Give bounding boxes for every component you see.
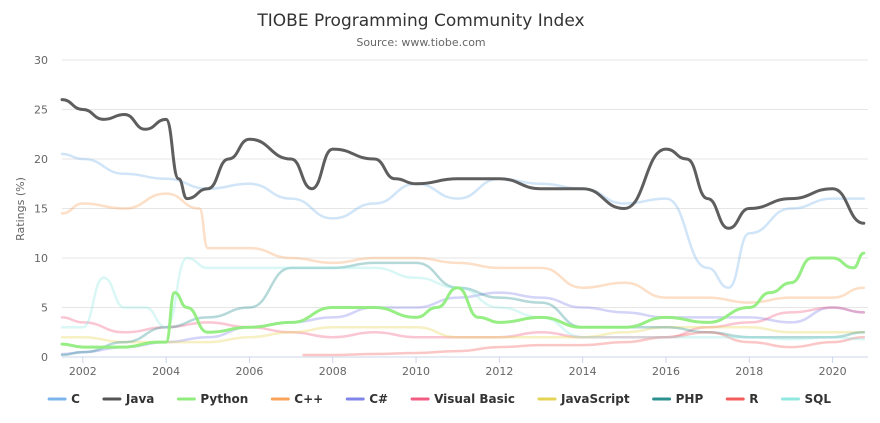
- series-line-javascript: [60, 326, 866, 344]
- legend-item-r[interactable]: R: [725, 392, 758, 406]
- y-tick-15: 15: [34, 203, 48, 216]
- x-tick-2014: 2014: [569, 365, 597, 378]
- y-tick-0: 0: [41, 351, 48, 364]
- grid: [62, 59, 868, 358]
- y-axis-ticks: 0 5 10 15 20 25 30: [34, 54, 48, 364]
- series-line-c: [60, 152, 866, 289]
- legend-item-javascript[interactable]: JavaScript: [537, 392, 630, 406]
- legend-label-c: C#: [369, 392, 388, 406]
- legend-item-java[interactable]: Java: [102, 392, 154, 406]
- legend-item-c[interactable]: C: [47, 392, 80, 406]
- legend-label-visual-basic: Visual Basic: [434, 392, 515, 406]
- series-lines: [60, 98, 866, 357]
- series-line-visual-basic: [60, 306, 866, 339]
- legend-item-python[interactable]: Python: [176, 392, 248, 406]
- legend-label-python: Python: [200, 392, 248, 406]
- series-line-c: [60, 291, 866, 356]
- x-tick-2010: 2010: [402, 365, 430, 378]
- legend: C Java Python C++ C# Visual Basic JavaScript PH…: [47, 392, 831, 406]
- x-tick-2006: 2006: [235, 365, 263, 378]
- legend-label-javascript: JavaScript: [560, 392, 630, 406]
- series-line-r: [302, 331, 866, 357]
- legend-item-php[interactable]: PHP: [652, 392, 704, 406]
- x-tick-2018: 2018: [735, 365, 763, 378]
- x-axis-ticks: 2002 2004 2006 2008 2010 2012 2014 2016 2018 2020: [69, 357, 847, 378]
- legend-label-c: C: [71, 392, 80, 406]
- y-tick-10: 10: [34, 252, 48, 265]
- legend-label-php: PHP: [676, 392, 704, 406]
- legend-item-sql[interactable]: SQL: [780, 392, 831, 406]
- y-tick-5: 5: [41, 302, 48, 315]
- x-tick-2002: 2002: [69, 365, 97, 378]
- y-tick-30: 30: [34, 54, 48, 67]
- chart-subtitle: Source: www.tiobe.com: [356, 36, 485, 49]
- legend-label-c: C++: [294, 392, 323, 406]
- legend-item-c[interactable]: C#: [345, 392, 388, 406]
- x-tick-2008: 2008: [319, 365, 347, 378]
- legend-label-java: Java: [125, 392, 154, 406]
- x-tick-2012: 2012: [485, 365, 513, 378]
- legend-item-c[interactable]: C++: [270, 392, 323, 406]
- y-axis-label: Ratings (%): [14, 177, 27, 241]
- legend-item-visual-basic[interactable]: Visual Basic: [410, 392, 515, 406]
- x-tick-2020: 2020: [819, 365, 847, 378]
- y-tick-20: 20: [34, 153, 48, 166]
- legend-label-sql: SQL: [804, 392, 831, 406]
- x-tick-2004: 2004: [152, 365, 180, 378]
- series-line-c: [60, 192, 866, 304]
- x-tick-2016: 2016: [652, 365, 680, 378]
- series-line-sql: [60, 256, 866, 341]
- series-line-python: [60, 251, 866, 349]
- y-tick-25: 25: [34, 104, 48, 117]
- chart-title: TIOBE Programming Community Index: [256, 11, 584, 31]
- legend-label-r: R: [749, 392, 758, 406]
- series-line-java: [60, 98, 866, 230]
